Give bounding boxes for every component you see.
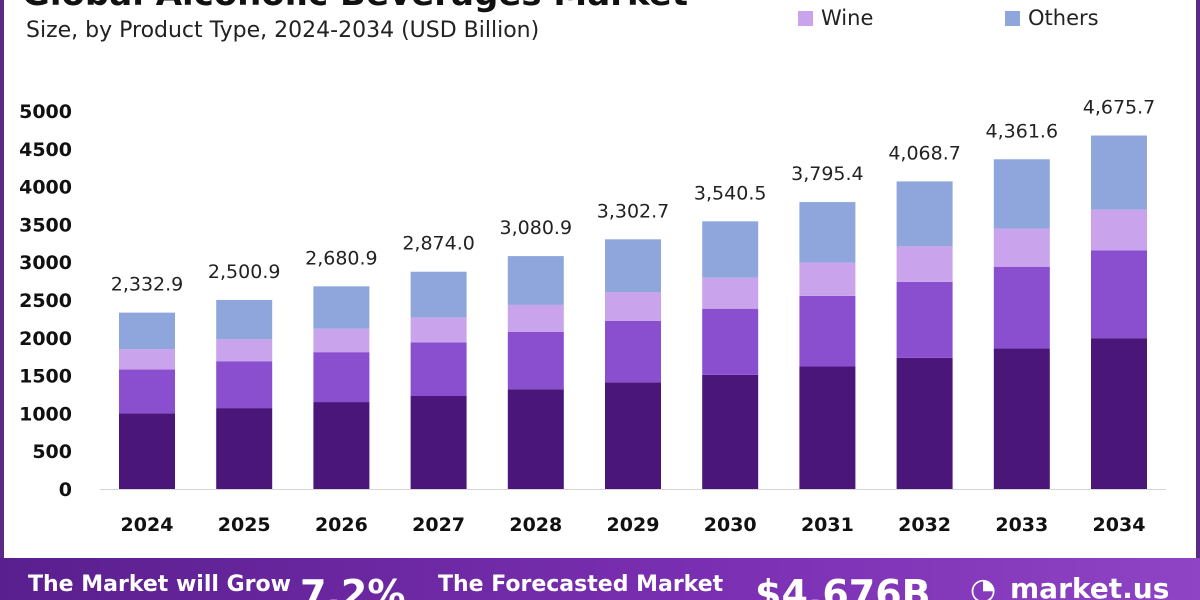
x-tick-label: 2032 [898,514,951,536]
banner-cagr-value: 7.2% [300,572,406,600]
bar-segment-wine [799,262,856,296]
bar-segment-others [799,202,856,263]
bar-segment-others [993,159,1050,229]
chart-title: Global Alcoholic Beverages Market [22,0,688,14]
x-tick-label: 2026 [315,514,368,536]
bar-segment-series-2 [216,361,273,409]
y-tick-label: 2000 [19,328,72,350]
y-tick-label: 1500 [19,366,72,388]
bar-segment-series-2 [702,308,759,375]
legend-item-others: Others [1005,6,1099,30]
bar-segment-others [410,271,467,318]
bar-total-label: 2,874.0 [402,233,475,255]
bar-segment-series-2 [119,369,175,414]
bar-total-label: 2,680.9 [305,247,378,269]
bar-segment-series-2 [799,295,856,367]
chart-subtitle: Size, by Product Type, 2024-2034 (USD Bi… [26,18,540,43]
bar-segment-others [313,286,370,329]
frame-border-right [1196,0,1200,560]
banner-forecast-text: The Forecasted Market [438,572,724,597]
bar-segment-others [507,256,564,305]
bar-segment-wine [1091,209,1147,251]
bar-total-label: 3,540.5 [694,182,767,204]
y-tick-label: 500 [32,441,72,463]
bar-segment-others [1091,135,1147,210]
bar-total-label: 4,068.7 [888,142,961,164]
bar-segment-wine [605,292,661,321]
market-us-logo-icon: ◔ [970,572,997,600]
bar-total-label: 4,675.7 [1083,97,1156,119]
y-tick-label: 4500 [19,139,72,161]
bar-segment-wine [119,349,175,370]
bar-segment-others [605,239,661,293]
bar-segment-series-1 [605,382,661,489]
y-tick-label: 2500 [19,290,72,312]
bar-segment-series-1 [993,348,1050,489]
bar-segment-series-2 [896,281,953,358]
x-tick-label: 2027 [412,514,465,536]
bar-segment-series-2 [605,320,661,383]
bar-segment-wine [313,328,370,353]
bar-segment-wine [216,339,273,362]
bar-segment-series-1 [799,366,856,489]
x-tick-label: 2030 [704,514,757,536]
bar-total-label: 3,302.7 [597,200,670,222]
bar-segment-series-2 [1091,250,1147,339]
y-tick-label: 3000 [19,252,72,274]
bar-segment-wine [702,277,759,309]
bar-segment-series-1 [702,374,759,489]
banner-grow-text: The Market will Grow [28,572,291,597]
x-tick-label: 2034 [1093,514,1146,536]
banner-market-size-value: $4,676B [755,572,931,600]
stacked-bar-chart: 0 500 1000 1500 2000 2500 3000 3500 4000 4500 5000… [19,97,1166,536]
x-tick-label: 2031 [801,514,854,536]
bar-segment-series-1 [216,408,273,489]
bar-segment-series-1 [896,357,953,489]
bar-segment-series-1 [410,396,467,489]
legend-swatch-others [1005,10,1020,26]
y-tick-label: 0 [59,479,72,501]
bar-segment-series-1 [507,389,564,489]
bar-segment-others [216,299,273,340]
bar-segment-others [702,221,759,278]
bar-segment-series-2 [507,331,564,390]
legend-swatch-wine [798,10,813,26]
bar-segment-wine [993,228,1050,267]
bar-segment-wine [410,317,467,343]
y-tick-label: 1000 [19,403,72,425]
bar-total-label: 2,500.9 [208,261,281,283]
bar-segment-others [119,312,175,350]
x-tick-label: 2025 [218,514,271,536]
promo-banner: The Market will Grow 7.2% The Forecasted… [0,558,1200,600]
bar-segment-series-2 [993,266,1050,349]
legend-label-others: Others [1028,6,1099,30]
bar-segment-others [896,181,953,247]
bar-segment-series-1 [313,402,370,489]
x-tick-label: 2033 [995,514,1048,536]
bar-segment-wine [896,246,953,282]
bar-total-label: 2,332.9 [111,274,184,296]
bar-segment-series-2 [313,352,370,403]
y-tick-label: 3500 [19,214,72,236]
x-tick-label: 2028 [509,514,562,536]
bar-segment-wine [507,304,564,332]
x-tick-label: 2029 [607,514,660,536]
bar-total-label: 3,795.4 [791,163,864,185]
legend-label-wine: Wine [821,6,874,30]
frame-border-left [0,0,4,560]
bar-segment-series-1 [1091,338,1147,489]
bar-segment-series-2 [410,342,467,397]
x-tick-label: 2024 [121,514,174,536]
y-tick-label: 5000 [19,101,72,123]
legend-item-wine: Wine [798,6,873,30]
y-tick-label: 4000 [19,177,72,199]
bar-total-label: 4,361.6 [986,120,1059,142]
brand-name: market.us [1010,572,1170,600]
bar-segment-series-1 [119,413,175,489]
bar-total-label: 3,080.9 [500,217,573,239]
